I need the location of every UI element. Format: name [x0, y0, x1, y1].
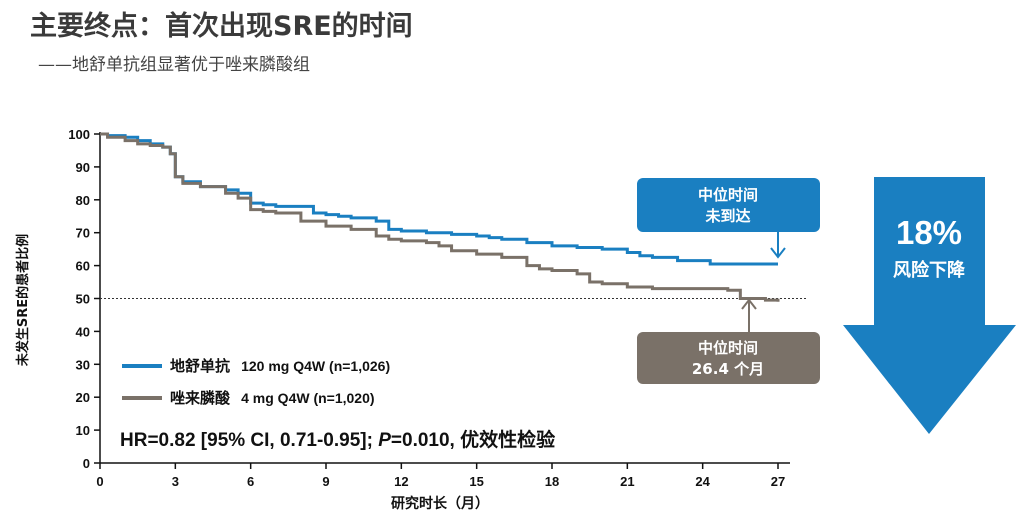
svg-text:未到达: 未到达: [704, 207, 750, 225]
x-tick-label: 27: [771, 474, 785, 489]
risk-reduction-arrow: 18% 风险下降: [843, 177, 1016, 434]
x-tick-label: 3: [172, 474, 179, 489]
y-tick-label: 90: [76, 160, 90, 175]
y-tick-label: 20: [76, 390, 90, 405]
x-tick-label: 0: [96, 474, 103, 489]
y-axis-label: 未发生SRE的患者比例: [15, 234, 31, 367]
arrow-up-icon: [741, 298, 757, 332]
page-subtitle: ——地舒单抗组显著优于唑来膦酸组: [38, 55, 310, 75]
y-tick-label: 40: [76, 324, 90, 339]
y-tick-label: 80: [76, 193, 90, 208]
legend: 地舒单抗 120 mg Q4W (n=1,026) 唑来膦酸 4 mg Q4W …: [122, 356, 390, 407]
y-tick-label: 60: [76, 259, 90, 274]
median-box-denosumab: 中位时间 未到达: [637, 178, 820, 232]
x-tick-label: 6: [247, 474, 254, 489]
zoledronic-curve: [100, 132, 780, 302]
arrow-down-icon: [770, 232, 786, 259]
legend-label-denosumab: 地舒单抗 120 mg Q4W (n=1,026): [170, 356, 390, 375]
y-ticks: 0 10 20 30 40 50 60 70 80 90 100: [68, 127, 100, 471]
x-tick-label: 15: [469, 474, 483, 489]
y-tick-label: 50: [76, 292, 90, 307]
x-tick-label: 18: [545, 474, 559, 489]
x-tick-label: 12: [394, 474, 408, 489]
y-tick-label: 30: [76, 357, 90, 372]
x-tick-label: 9: [322, 474, 329, 489]
svg-text:中位时间: 中位时间: [698, 186, 758, 204]
x-tick-label: 21: [620, 474, 634, 489]
svg-text:中位时间: 中位时间: [698, 339, 758, 357]
y-tick-label: 10: [76, 423, 90, 438]
y-tick-label: 70: [76, 226, 90, 241]
legend-label-zoledronic: 唑来膦酸 4 mg Q4W (n=1,020): [170, 388, 375, 407]
y-tick-label: 100: [68, 127, 90, 142]
svg-text:18%: 18%: [896, 214, 962, 251]
page-title: 主要终点：首次出现SRE的时间: [30, 11, 413, 42]
svg-text:风险下降: 风险下降: [893, 259, 966, 281]
y-tick-label: 0: [83, 456, 90, 471]
x-tick-label: 24: [695, 474, 710, 489]
median-box-zoledronic: 中位时间 26.4 个月: [637, 332, 820, 384]
x-axis-label: 研究时长（月）: [391, 495, 489, 512]
x-ticks: 0 3 6 9 12 15 18 21 24 27: [96, 463, 785, 489]
hazard-ratio-text: HR=0.82 [95% CI, 0.71-0.95]; P=0.010, 优效…: [120, 428, 556, 451]
svg-text:26.4 个月: 26.4 个月: [692, 360, 764, 378]
